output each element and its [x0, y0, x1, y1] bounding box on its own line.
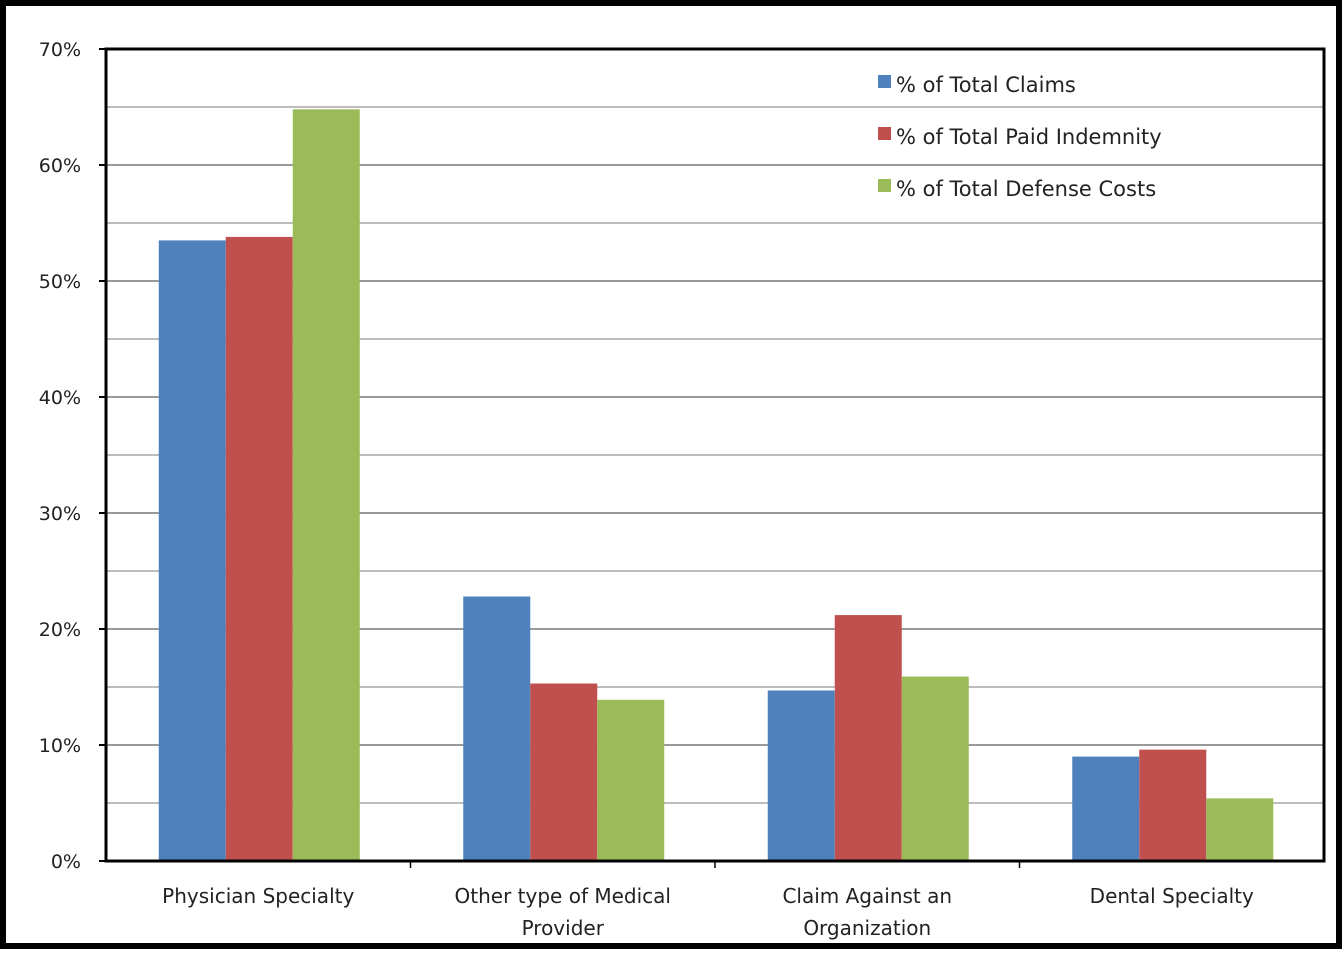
bar: [225, 236, 293, 862]
y-axis-tick-labels: 0% 10% 20% 30% 40% 50% 60% 70%: [39, 39, 81, 873]
legend-swatch: [878, 127, 891, 140]
bar: [1072, 756, 1140, 861]
axes: [99, 47, 1326, 868]
legend-swatch: [878, 75, 891, 88]
legend-label: % of Total Claims: [896, 73, 1076, 97]
x-category-label: Provider: [522, 916, 605, 940]
legend: % of Total Claims % of Total Paid Indemni…: [878, 73, 1162, 201]
x-category-label: Physician Specialty: [162, 884, 354, 908]
y-tick-label: 10%: [39, 735, 81, 757]
legend-label: % of Total Defense Costs: [896, 177, 1156, 201]
x-category-label: Other type of Medical: [455, 884, 671, 908]
y-tick-label: 70%: [39, 39, 81, 61]
x-category-label: Organization: [803, 916, 931, 940]
x-category-label: Dental Specialty: [1090, 884, 1254, 908]
legend-label: % of Total Paid Indemnity: [896, 125, 1162, 149]
bar: [834, 615, 902, 861]
y-tick-label: 60%: [39, 155, 81, 177]
bar: [1139, 749, 1207, 861]
y-tick-label: 30%: [39, 503, 81, 525]
y-tick-label: 40%: [39, 387, 81, 409]
y-tick-label: 50%: [39, 271, 81, 293]
x-axis-category-labels: Physician Specialty Other type of Medical…: [162, 884, 1254, 940]
bar: [292, 109, 360, 861]
bars: [158, 109, 1274, 862]
legend-swatch: [878, 179, 891, 192]
bar: [158, 240, 226, 861]
bar: [597, 699, 665, 861]
y-tick-label: 0%: [51, 851, 81, 873]
bar: [1206, 798, 1274, 861]
x-category-label: Claim Against an: [782, 884, 952, 908]
bar: [530, 683, 598, 861]
bar-chart: 0% 10% 20% 30% 40% 50% 60% 70% Physician Specia…: [39, 39, 1326, 940]
bar: [901, 676, 969, 861]
bar: [463, 596, 531, 861]
bar: [767, 690, 835, 861]
y-tick-label: 20%: [39, 619, 81, 641]
